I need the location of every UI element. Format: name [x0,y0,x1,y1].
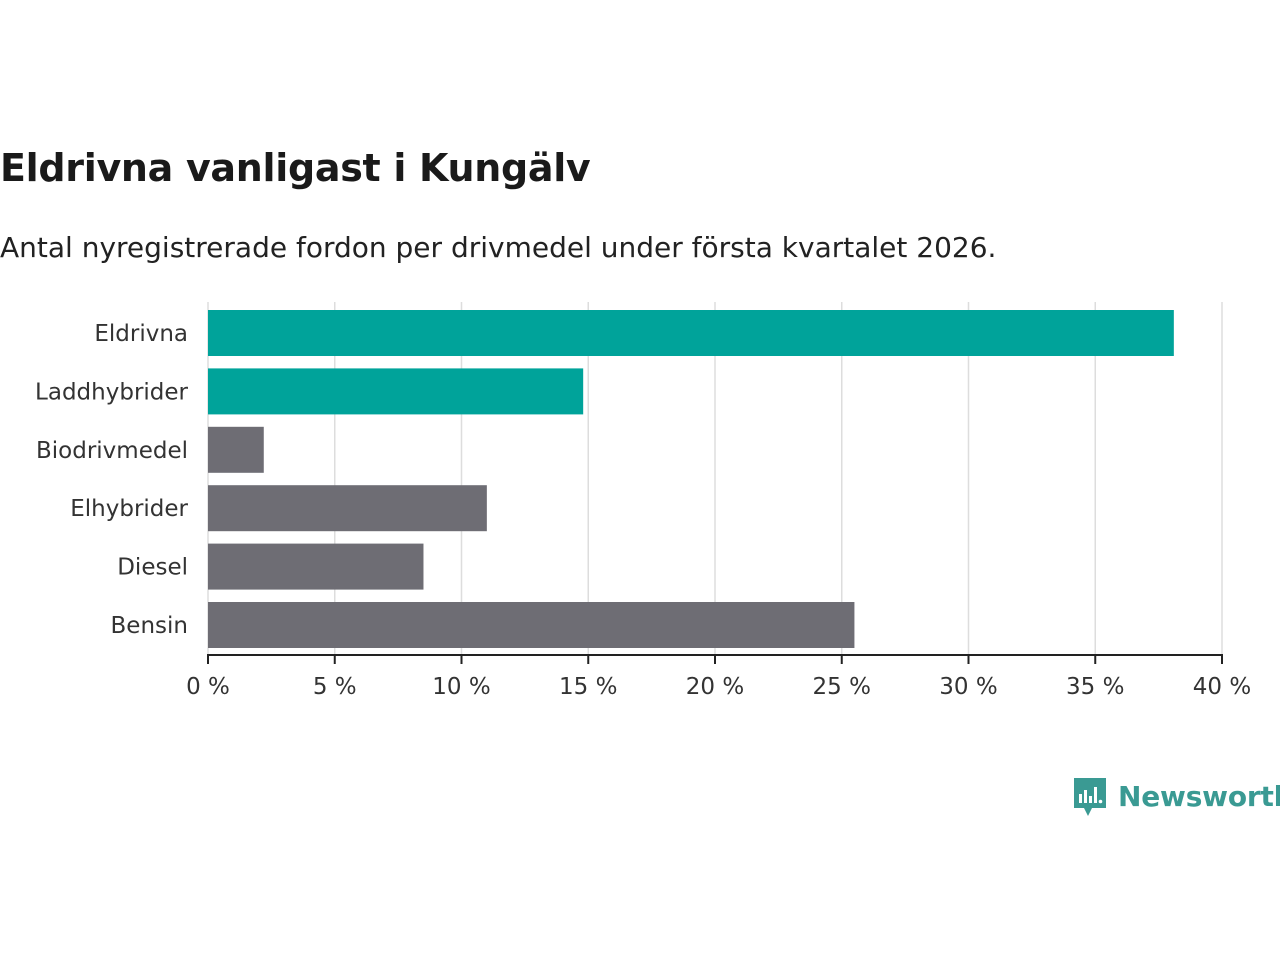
newsworthy-logo: Newsworthy [1072,774,1280,818]
x-tick-label: 25 % [813,674,871,700]
x-tick-label: 10 % [432,674,490,700]
bar-chart: Eldrivna Laddhybrider Biodrivmedel Elhybrid… [35,302,1251,700]
category-label: Eldrivna [94,321,188,347]
x-tick-label: 20 % [686,674,744,700]
chart-subtitle: Antal nyregistrerade fordon per drivmede… [0,231,997,264]
newsworthy-logo-icon [1074,778,1106,816]
x-tick-label: 35 % [1066,674,1124,700]
chart-title: Eldrivna vanligast i Kungälv [0,146,591,190]
category-label: Laddhybrider [35,379,188,405]
x-tick-label: 40 % [1193,674,1251,700]
bar [208,368,584,415]
category-label: Elhybrider [70,496,188,522]
category-label: Biodrivmedel [36,438,188,464]
bar [208,543,424,590]
brand-name: Newsworthy [1118,779,1280,813]
bar [208,485,487,532]
x-tick-label: 5 % [313,674,357,700]
bar [208,602,855,648]
x-tick-label: 15 % [559,674,617,700]
category-label: Bensin [111,613,188,639]
x-tick-label: 30 % [939,674,997,700]
bar [208,310,1174,356]
bar [208,426,264,473]
x-tick-label: 0 % [186,674,230,700]
category-label: Diesel [117,555,188,581]
